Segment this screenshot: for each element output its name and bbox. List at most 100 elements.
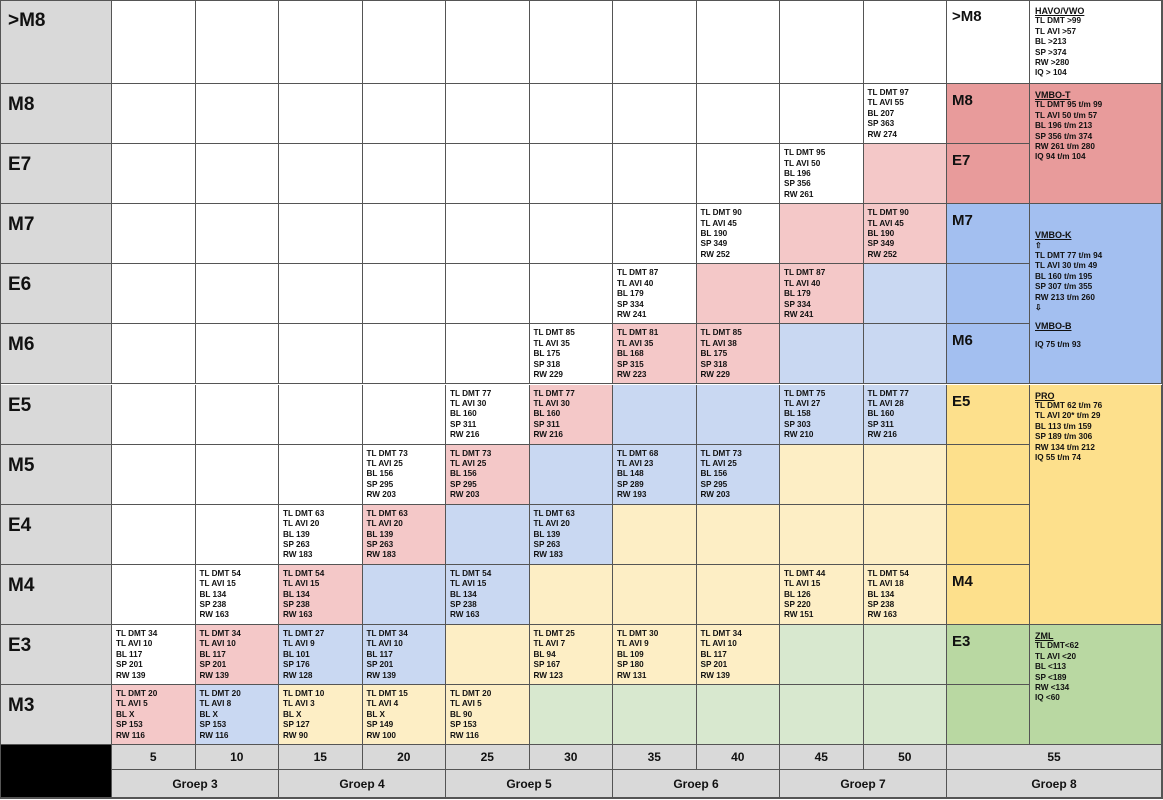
grid-cell [112,504,196,565]
grid-cell: TL DMT 30 TL AVI 9 BL 109 SP 180 RW 131 [613,624,697,685]
cell-line: TL AVI 15 [199,579,236,589]
row-label: M5 [0,444,112,505]
grid-cell [529,84,613,145]
cell-line: RW 216 [533,430,563,440]
grid-cell [613,204,697,265]
grid-cell [279,0,363,84]
cell-line: BL 109 [617,649,644,659]
row-label: M8 [0,84,112,145]
cell-line: TL AVI 5 [450,699,482,709]
grid-cell [112,264,196,325]
grid-cell [529,264,613,325]
grid-cell [112,444,196,505]
row-label: E4 [0,504,112,565]
cell-line: TL DMT 97 [867,88,909,97]
row-label: E3 [0,624,112,685]
cell-line: RW 100 [366,730,396,740]
cell-line: TL DMT 54 [199,568,241,578]
cell-line: TL AVI 9 [617,639,649,649]
grid-cell [446,144,530,205]
grid-cell [863,504,947,565]
cell-line: BL <113 [1035,662,1067,672]
grid-cell: TL DMT 73 TL AVI 25 BL 156 SP 295 RW 203 [696,444,780,505]
level-cell: E5 [947,384,1030,445]
cell-line: BL 190 [867,229,895,238]
grid-cell: TL DMT 34 TL AVI 10 BL 117 SP 201 RW 139 [696,624,780,685]
cell-line: TL DMT 77 [533,388,575,398]
grid-cell [780,504,864,565]
cell-line: RW 203 [450,490,480,500]
cell-line: SP 167 [533,660,561,670]
cell-line: TL DMT<62 [1035,641,1079,651]
cell-line: RW 216 [450,430,480,440]
grid-cell: TL DMT 20 TL AVI 5 BL 90 SP 153 RW 116 [446,685,530,746]
school-type-title: HAVO/VWO [1035,6,1085,16]
cell-line: BL 148 [617,469,644,479]
grid-cell [446,84,530,145]
cell-line: TL DMT 77 [450,388,492,398]
grid-cell [696,84,780,145]
cell-line: SP 356 t/m 374 [1035,131,1093,141]
cell-line: RW 203 [366,490,396,500]
cell-line: TL DMT 25 [533,628,575,638]
cell-line: TL AVI 15 [450,579,487,589]
cell-line: RW 116 [116,730,145,740]
grid-cell [362,564,446,625]
grid-cell: TL DMT 54 TL AVI 15 BL 134 SP 238 RW 163 [446,564,530,625]
cell-line: SP 295 [366,479,394,489]
cell-line: TL DMT 34 [199,628,241,638]
grid-cell [112,144,196,205]
grid-cell [195,324,279,385]
row-label: >M8 [0,0,112,84]
cell-line: BL 196 t/m 213 [1035,121,1093,131]
cell-line: SP 295 [700,479,728,489]
row-label: M6 [0,324,112,385]
cell-line: TL DMT 77 [867,388,909,398]
cell-line: SP 289 [617,479,644,489]
cell-line: BL 168 [617,349,644,359]
cell-line: RW 183 [533,550,563,560]
cell-line: TL AVI 40 [617,278,654,288]
cell-line: TL AVI 28 [867,398,904,408]
grid-cell [446,504,530,565]
cell-line: TL DMT 30 [617,628,659,638]
level-cell [947,504,1030,565]
cell-line: TL AVI 10 [700,639,737,649]
grid-cell [613,685,697,746]
grid-cell: TL DMT 87 TL AVI 40 BL 179 SP 334 RW 241 [613,264,697,325]
group-label: Groep 8 [947,770,1162,798]
cell-line: TL AVI 15 [283,579,320,589]
grid-cell: TL DMT 54 TL AVI 15 BL 134 SP 238 RW 163 [195,564,279,625]
cell-line: TL AVI 35 [617,338,654,348]
grid-cell [529,564,613,625]
school-type-block: ZML TL DMT<62 TL AVI <20 BL <113 SP <189 RW <… [1030,624,1162,746]
cell-line: RW 203 [700,490,730,500]
grid-cell: TL DMT 77 TL AVI 30 BL 160 SP 311 RW 216 [446,384,530,445]
grid-cell [112,384,196,445]
school-type-block: HAVO/VWO TL DMT >99 TL AVI >57 BL >213 SP >3… [1030,0,1162,84]
grid-cell [279,144,363,205]
grid-cell [195,264,279,325]
grid-cell [195,0,279,84]
cell-line: RW 134 t/m 212 [1035,442,1095,452]
cell-line: TL DMT 95 t/m 99 [1035,100,1103,110]
cell-line: RW 261 t/m 280 [1035,142,1095,152]
cell-line: TL DMT 54 [283,568,325,578]
grid-cell: TL DMT 95 TL AVI 50 BL 196 SP 356 RW 261 [780,144,864,205]
level-cell [947,264,1030,325]
cell-line: TL AVI 25 [450,459,487,468]
cell-line: BL 94 [533,649,556,659]
cell-line: TL DMT 87 [784,268,826,278]
cell-line: SP 311 [867,419,894,429]
month-label: 50 [863,745,947,770]
grid-cell: TL DMT 73 TL AVI 25 BL 156 SP 295 RW 203 [446,444,530,505]
grid-cell: TL DMT 15 TL AVI 4 BL X SP 149 RW 100 [362,685,446,746]
group-label: Groep 5 [446,770,613,798]
grid-cell [613,564,697,625]
grid-cell: TL DMT 10 TL AVI 3 BL X SP 127 RW 90 [279,685,363,746]
grid-cell: TL DMT 87 TL AVI 40 BL 179 SP 334 RW 241 [780,264,864,325]
cell-line: TL AVI 9 [283,639,315,649]
cell-line: TL DMT 68 [617,448,659,458]
cell-line: TL AVI 50 t/m 57 [1035,110,1098,120]
level-cell [947,444,1030,505]
